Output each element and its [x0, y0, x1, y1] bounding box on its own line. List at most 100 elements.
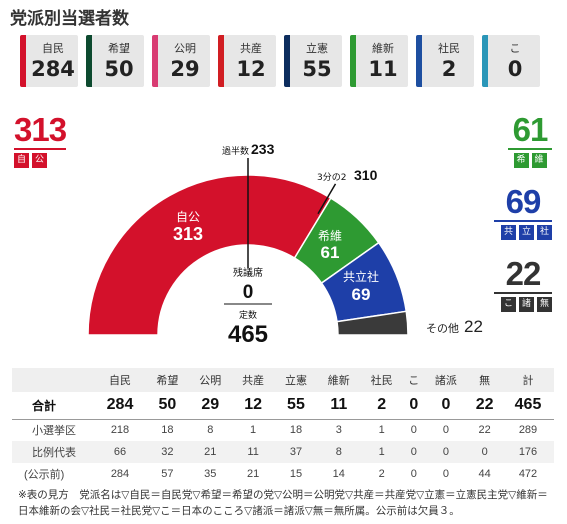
kibo-bloc-total: 61 希 維: [508, 113, 552, 168]
party-name: 社民: [438, 42, 460, 55]
party-count: 12: [236, 57, 266, 81]
party-count: 29: [170, 57, 200, 81]
party-card: 共産 12: [218, 35, 276, 87]
party-count: 2: [441, 57, 457, 81]
kibo-underline: [508, 148, 552, 150]
kibo-tags: 希 維: [508, 153, 552, 168]
tag-ko2: こ: [501, 297, 516, 312]
party-card: 公明 29: [152, 35, 210, 87]
ruling-seg-value: 313: [173, 224, 203, 244]
party-count: 284: [31, 57, 75, 81]
table-cell: 0: [467, 441, 502, 463]
table-header-cell: 諸派: [424, 368, 468, 392]
party-card: 立憲 55: [284, 35, 342, 87]
majority-label: 過半数: [222, 145, 249, 157]
row-label: 比例代表: [12, 441, 94, 463]
table-header-cell: 立憲: [274, 368, 318, 392]
fixed-value: 465: [228, 321, 268, 348]
party-name: 自民: [42, 42, 64, 55]
table-cell: 2: [360, 392, 404, 420]
tag-sha: 社: [537, 225, 552, 240]
party-count: 50: [104, 57, 134, 81]
tag-sho: 諸: [519, 297, 534, 312]
ruling-bloc-total: 313 自 公: [14, 111, 67, 168]
table-cell: 0: [442, 468, 449, 480]
table-cell: 29: [188, 392, 232, 420]
left-underline: [494, 220, 552, 222]
party-color-bar: [20, 35, 26, 87]
table-cell: 176: [501, 441, 554, 463]
tag-ko: 公: [32, 153, 47, 168]
table-cell: 8: [317, 441, 361, 463]
tag-ji: 自: [14, 153, 29, 168]
ruling-underline: [14, 148, 66, 150]
table-cell: 12: [231, 392, 275, 420]
party-count: 11: [368, 57, 398, 81]
party-name: 共産: [240, 42, 262, 55]
table-cell: 0: [424, 441, 468, 463]
hemicycle-segments: [87, 174, 409, 336]
party-name: 希望: [108, 42, 130, 55]
table-header-cell: こ: [403, 368, 425, 392]
row-label: 合計: [12, 392, 94, 420]
other-total: 22: [505, 255, 542, 292]
table-cell: 57: [161, 468, 174, 480]
fixed-label: 定数: [239, 309, 257, 321]
table-cell: 14: [332, 468, 345, 480]
party-cards: 自民 284 希望 50 公明 29 共産 12 立憲 55 維新 11 社民 2 こ 0: [20, 35, 540, 87]
party-name: 維新: [372, 42, 394, 55]
table-cell: 37: [274, 441, 318, 463]
table-header-cell: 自民: [94, 368, 146, 392]
table-header-cell: 希望: [146, 368, 189, 392]
party-name: こ: [509, 42, 521, 55]
table-cell: 284: [94, 392, 146, 420]
hemicycle-segment: [87, 174, 332, 336]
table-cell: 3: [335, 424, 342, 437]
other-underline: [494, 292, 552, 294]
table-cell: 2: [378, 468, 385, 480]
party-card: 維新 11: [350, 35, 408, 87]
table-cell: 218: [110, 424, 130, 437]
table-cell: 0: [410, 468, 417, 480]
table-cell: 1: [378, 424, 385, 437]
table-cell: 11: [231, 441, 275, 463]
page-title: 党派別当選者数: [10, 9, 129, 29]
majority-value: 233: [251, 141, 275, 157]
ruling-tags: 自 公: [14, 153, 66, 168]
row-label: (公示前): [24, 469, 65, 481]
table-header-cell: 公明: [188, 368, 232, 392]
table-cell: 8: [207, 424, 214, 437]
remaining-label: 残議席: [233, 266, 263, 279]
party-color-bar: [284, 35, 290, 87]
left-total: 69: [505, 183, 542, 220]
other-seg-label: その他: [426, 322, 459, 335]
left-seg-value: 69: [352, 285, 371, 304]
party-color-bar: [350, 35, 356, 87]
twothirds-value: 310: [354, 167, 378, 183]
seat-hemicycle-chart: 過半数 233 3分の2 310 自公 313 希維 61 共立社 69 残議席…: [87, 141, 483, 348]
table-cell: 0: [410, 424, 417, 437]
left-tags: 共 立 社: [494, 225, 552, 240]
left-bloc-total: 69 共 立 社: [494, 185, 552, 240]
ruling-seg-label: 自公: [176, 210, 200, 224]
table-cell: 472: [518, 468, 538, 480]
table-cell: 44: [478, 468, 491, 480]
other-tags: こ 諸 無: [494, 297, 552, 312]
ruling-total: 313: [14, 111, 67, 148]
twothirds-marker-line: [317, 183, 337, 215]
table-row: 比例代表 66 32 21 11 37 8 1 0 0 0 176: [12, 441, 554, 463]
row-label: 小選挙区: [32, 425, 76, 438]
table-cell: 22: [467, 392, 502, 420]
other-bloc-total: 22 こ 諸 無: [494, 257, 552, 312]
table-header-cell: 無: [467, 368, 502, 392]
party-count: 55: [302, 57, 332, 81]
twothirds-label: 3分の2: [317, 172, 346, 183]
table-cell: 32: [146, 441, 189, 463]
remaining-value: 0: [243, 282, 254, 303]
legend-note: ※表の見方 党派名は▽自民＝自民党▽希望＝希望の党▽公明＝公明党▽共産＝共産党▽…: [18, 489, 548, 517]
table-cell: 284: [110, 468, 130, 480]
table-cell: 289: [518, 424, 538, 437]
table-row: (公示前) 284 57 35 21 15 14 2 0 0 44 472: [12, 463, 554, 485]
tag-mu: 無: [537, 297, 552, 312]
table-cell: 465: [501, 392, 554, 420]
